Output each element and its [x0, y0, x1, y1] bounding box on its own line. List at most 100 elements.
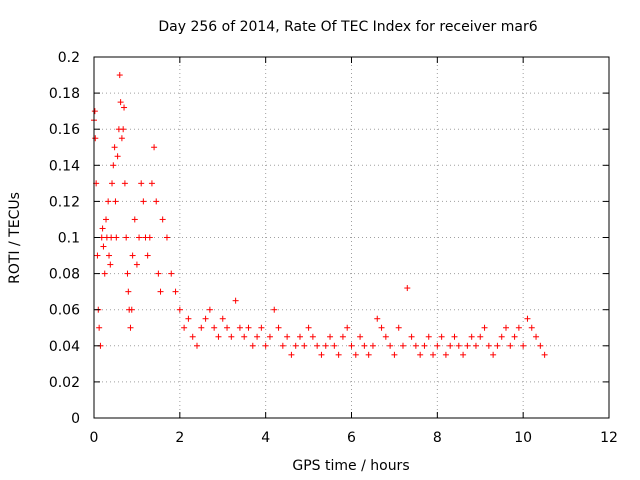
data-point	[249, 342, 256, 349]
data-point	[176, 306, 183, 313]
data-point	[155, 270, 162, 277]
data-point	[138, 180, 145, 187]
data-point	[434, 342, 441, 349]
data-point	[515, 324, 522, 331]
data-point	[442, 351, 449, 358]
data-point	[153, 198, 160, 205]
data-point	[198, 324, 205, 331]
data-point	[464, 342, 471, 349]
data-point	[468, 333, 475, 340]
data-point	[369, 342, 376, 349]
data-point	[113, 234, 120, 241]
data-point	[258, 324, 265, 331]
data-point	[365, 351, 372, 358]
data-point	[498, 333, 505, 340]
chart-title: Day 256 of 2014, Rate Of TEC Index for r…	[158, 19, 537, 35]
data-point	[117, 99, 124, 106]
data-point	[121, 180, 128, 187]
data-point	[111, 144, 118, 151]
data-point	[211, 324, 218, 331]
data-point	[395, 324, 402, 331]
data-point	[305, 324, 312, 331]
data-point	[485, 342, 492, 349]
data-point	[374, 315, 381, 322]
data-point	[181, 324, 188, 331]
data-point	[533, 333, 540, 340]
axis-ticks	[93, 56, 610, 419]
data-point	[352, 351, 359, 358]
x-axis-label: GPS time / hours	[292, 458, 409, 474]
data-point	[128, 306, 135, 313]
data-point	[335, 351, 342, 358]
data-point	[357, 333, 364, 340]
data-point	[348, 342, 355, 349]
data-point	[125, 288, 132, 295]
y-tick-label: 0.16	[49, 122, 80, 138]
data-point	[438, 333, 445, 340]
data-point	[455, 342, 462, 349]
data-point	[266, 333, 273, 340]
data-point	[228, 333, 235, 340]
data-point	[477, 333, 484, 340]
data-point	[421, 342, 428, 349]
data-point	[133, 261, 140, 268]
x-tick-label: 12	[600, 430, 618, 446]
data-point	[279, 342, 286, 349]
data-point	[146, 234, 153, 241]
data-point	[503, 324, 509, 331]
data-point	[520, 342, 527, 349]
data-point	[387, 342, 394, 349]
data-point	[451, 333, 458, 340]
data-point	[245, 324, 252, 331]
y-tick-label: 0.14	[49, 158, 80, 174]
x-tick-label: 10	[514, 430, 532, 446]
data-point	[241, 333, 248, 340]
data-point	[314, 342, 321, 349]
data-point	[318, 351, 325, 358]
data-point	[271, 306, 278, 313]
data-point	[417, 351, 424, 358]
data-point	[112, 198, 119, 205]
data-point	[447, 342, 454, 349]
data-point	[120, 126, 127, 133]
data-point	[103, 216, 110, 223]
data-point	[168, 270, 175, 277]
data-point	[339, 333, 346, 340]
data-point	[118, 135, 125, 142]
data-point	[215, 333, 222, 340]
y-tick-label: 0.12	[49, 194, 80, 210]
data-point	[121, 104, 128, 111]
data-point	[331, 342, 338, 349]
data-point	[344, 324, 351, 331]
data-point	[129, 252, 136, 259]
data-point	[288, 351, 295, 358]
data-point	[309, 333, 316, 340]
data-point	[524, 315, 531, 322]
data-point	[284, 333, 291, 340]
data-point	[460, 351, 467, 358]
data-point	[194, 342, 200, 349]
data-point	[124, 270, 131, 277]
data-point	[262, 342, 269, 349]
y-tick-label: 0.06	[49, 303, 80, 319]
x-tick-label: 2	[175, 430, 184, 446]
data-point	[163, 234, 170, 241]
x-tick-label: 6	[347, 430, 356, 446]
y-axis-label: ROTI / TECUs	[7, 192, 23, 284]
data-point	[202, 315, 209, 322]
data-point	[189, 333, 196, 340]
data-point	[430, 351, 437, 358]
data-point	[236, 324, 243, 331]
data-point	[412, 342, 419, 349]
data-point	[528, 324, 535, 331]
x-tick-label: 0	[90, 430, 99, 446]
data-point	[481, 324, 488, 331]
data-point	[100, 243, 107, 250]
data-point	[425, 333, 432, 340]
data-point	[172, 288, 179, 295]
data-point	[219, 315, 226, 322]
data-point	[490, 351, 497, 358]
data-point	[140, 198, 147, 205]
x-tick-label: 4	[261, 430, 270, 446]
data-point	[148, 180, 155, 187]
